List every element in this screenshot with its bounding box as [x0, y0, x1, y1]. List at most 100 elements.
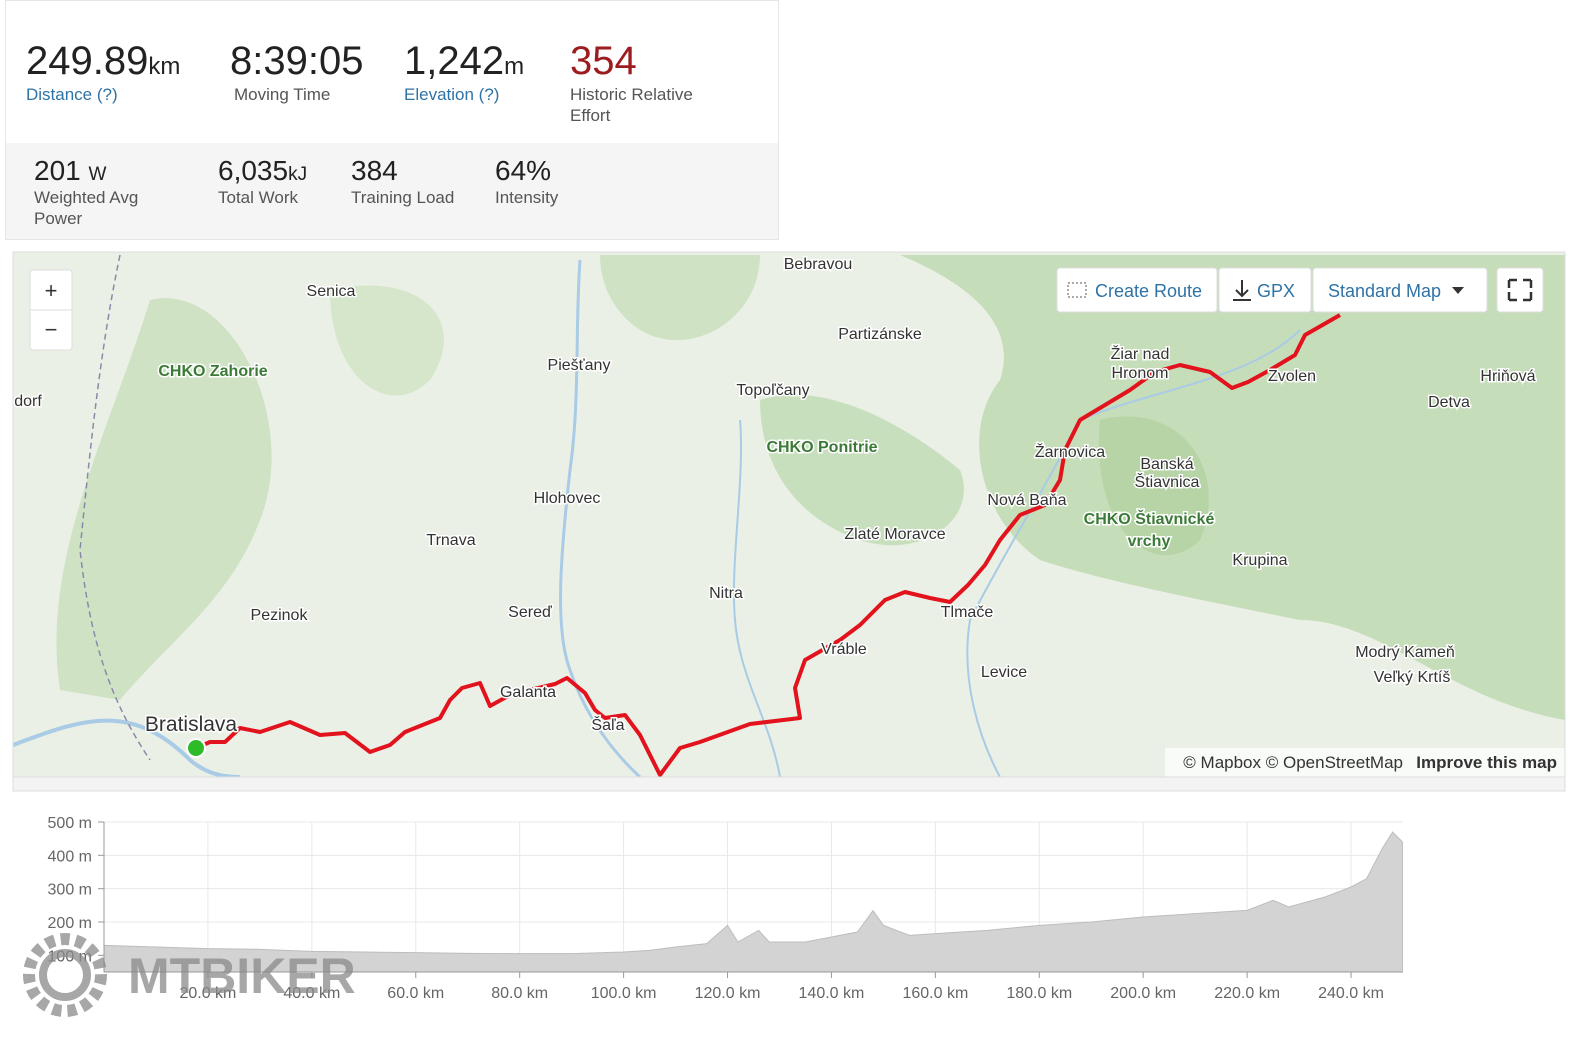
map-label: Nová Baňa: [987, 492, 1066, 509]
border: [79, 254, 151, 761]
stat-unit: kJ: [288, 164, 308, 185]
river: [732, 419, 781, 777]
stat: 384 Training Load: [351, 155, 454, 208]
x-tick-label: 40.0 km: [283, 985, 340, 1002]
map-label: Štiavnica: [1135, 472, 1200, 491]
icon: [1452, 287, 1464, 294]
y-tick-label: 400 m: [48, 848, 92, 865]
stat: 6,035kJ Total Work: [218, 155, 307, 208]
map-style-button[interactable]: [1312, 267, 1488, 313]
fullscreen-button[interactable]: [1496, 267, 1544, 313]
attribution: © Mapbox © OpenStreetMap: [1183, 753, 1403, 772]
stat: 8:39:05 Moving Time: [230, 39, 363, 105]
zoom-out[interactable]: −: [45, 317, 58, 342]
button-label[interactable]: Create Route: [1095, 281, 1202, 301]
watermark: MTBIKER: [23, 933, 356, 1017]
x-tick-label: 20.0 km: [179, 985, 236, 1002]
forest: [600, 255, 760, 341]
stat-value: 249.89: [26, 39, 149, 83]
map-label: Piešťany: [548, 357, 611, 374]
x-tick-label: 160.0 km: [902, 985, 968, 1002]
stat-unit: m: [504, 53, 525, 80]
stat-label: Training Load: [351, 188, 455, 207]
map-label: Bebravou: [784, 256, 853, 273]
stat-value: 64%: [495, 155, 552, 186]
icon: [1067, 282, 1087, 298]
map-label: Žiar nad: [1111, 344, 1170, 363]
map-label: CHKO Štiavnické: [1084, 509, 1215, 528]
map-label: Zvolen: [1268, 368, 1316, 385]
map-label: Bratislava: [145, 713, 238, 736]
button-label[interactable]: Standard Map: [1328, 281, 1441, 301]
stat: 249.89km Distance (?): [26, 39, 180, 105]
map-label: Levice: [981, 664, 1027, 681]
zoom-control: [29, 269, 73, 351]
map-label: Krupina: [1232, 552, 1287, 569]
stat-label: Intensity: [495, 188, 559, 207]
x-tick-label: 80.0 km: [491, 985, 548, 1002]
map-label: Hlohovec: [534, 490, 601, 507]
stat-value: 354: [570, 39, 637, 83]
map-label: Pezinok: [251, 607, 309, 624]
create-route-button[interactable]: [1056, 267, 1218, 313]
y-tick-label: 500 m: [48, 815, 92, 832]
zoom-in[interactable]: +: [45, 278, 58, 303]
attribution-bg: [1165, 748, 1565, 777]
watermark-text: MTBIKER: [128, 948, 356, 1004]
map-label: Žarnovica: [1035, 442, 1105, 461]
secondary-stats: 201 W Weighted Avg Power 6,035kJ Total Wor…: [6, 143, 778, 239]
icon: [1507, 278, 1533, 302]
map-label: Hriňová: [1480, 368, 1535, 385]
map-label: dorf: [14, 393, 42, 410]
gpx-button[interactable]: [1218, 267, 1312, 313]
watermark-gear: [23, 933, 107, 1017]
map-label: CHKO Ponitrie: [766, 439, 877, 456]
map-background: [13, 252, 1565, 777]
map-label: Detva: [1428, 394, 1470, 411]
x-tick-label: 240.0 km: [1318, 985, 1384, 1002]
forest: [56, 298, 272, 700]
stat: 1,242m Elevation (?): [404, 39, 524, 105]
stat-value: 201: [34, 155, 81, 186]
map-label: Sereď: [508, 604, 552, 621]
improve-link[interactable]: Improve this map: [1416, 753, 1557, 772]
map-label: CHKO Zahorie: [158, 363, 267, 380]
button-label[interactable]: GPX: [1257, 281, 1295, 301]
resize-handle: [12, 776, 1566, 792]
y-tick-label: 300 m: [48, 882, 92, 899]
map-label: Modrý Kameň: [1355, 644, 1455, 661]
stat: 64% Intensity: [495, 155, 558, 208]
forest: [900, 255, 1565, 720]
map-label: Nitra: [709, 585, 743, 602]
stat-label[interactable]: Elevation (?): [404, 85, 500, 104]
map-label: Šaľa: [591, 715, 624, 734]
stat-value: 1,242: [404, 39, 505, 83]
x-tick-label: 60.0 km: [387, 985, 444, 1002]
map-label: Zlaté Moravce: [844, 526, 945, 543]
forest: [760, 394, 964, 546]
watermark-gear: [39, 949, 91, 1001]
x-tick-label: 100.0 km: [591, 985, 657, 1002]
stat-unit: km: [148, 53, 181, 80]
stat: 201 W Weighted Avg Power: [34, 155, 174, 229]
forest: [1099, 416, 1209, 555]
y-tick-label: 200 m: [48, 915, 92, 932]
map-label: Banská: [1140, 456, 1193, 473]
stat-label: Total Work: [218, 188, 298, 207]
river: [559, 259, 642, 777]
map-border: [12, 251, 1566, 778]
stat-value: 8:39:05: [230, 39, 364, 83]
icon: [1233, 280, 1251, 301]
x-tick-label: 180.0 km: [1006, 985, 1072, 1002]
stat-value: 6,035: [218, 155, 289, 186]
map-label: vrchy: [1128, 533, 1171, 550]
elevation-area: [103, 831, 1403, 973]
map-label: Hronom: [1112, 365, 1169, 382]
stats-panel: 249.89km Distance (?) 8:39:05 Moving Time …: [5, 0, 779, 240]
map-label: Partizánske: [838, 326, 922, 343]
stat-value: 384: [351, 155, 398, 186]
x-tick-label: 220.0 km: [1214, 985, 1280, 1002]
stat: 354 Historic Relative Effort: [570, 39, 720, 126]
y-tick-label: 100 m: [48, 948, 92, 965]
stat-label[interactable]: Distance (?): [26, 85, 118, 104]
